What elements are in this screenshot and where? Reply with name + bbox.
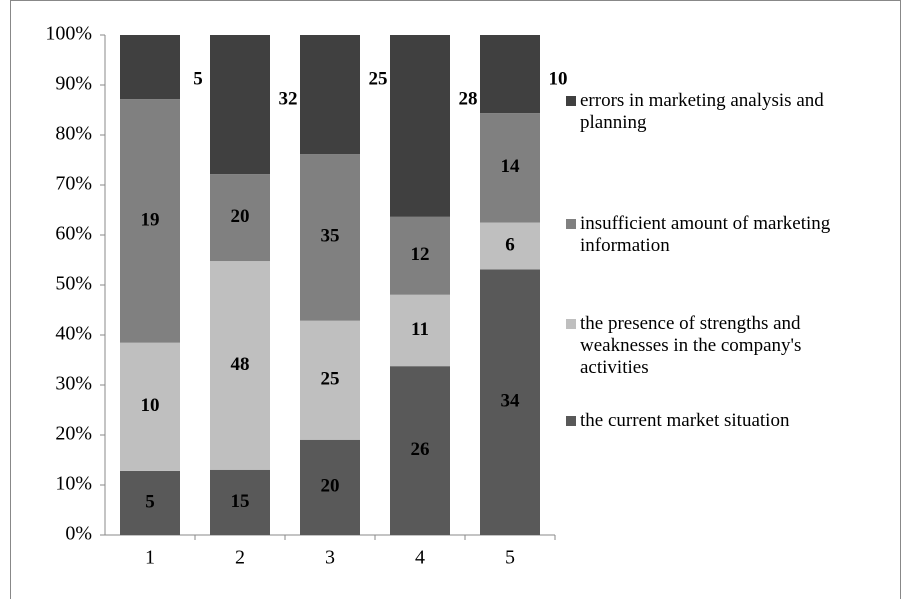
x-tick-label: 3 xyxy=(325,547,335,569)
bar-segment xyxy=(480,222,540,270)
x-tick-label: 2 xyxy=(235,547,245,569)
data-label: 20 xyxy=(231,206,250,227)
data-label: 25 xyxy=(369,68,388,89)
legend-item: the current market situation xyxy=(566,410,896,432)
y-tick-label: 20% xyxy=(55,423,92,445)
y-tick-label: 80% xyxy=(55,123,92,145)
bar-segment xyxy=(390,294,450,367)
y-tick-label: 40% xyxy=(55,323,92,345)
data-label: 10 xyxy=(141,395,160,416)
data-label: 35 xyxy=(321,226,340,247)
y-tick-label: 60% xyxy=(55,223,92,245)
bar-segment xyxy=(120,99,180,343)
data-label: 5 xyxy=(193,68,203,89)
y-tick-label: 100% xyxy=(45,23,92,45)
y-tick-label: 30% xyxy=(55,373,92,395)
data-label: 19 xyxy=(141,209,160,230)
y-tick-label: 70% xyxy=(55,173,92,195)
bar-segment xyxy=(480,35,540,114)
bar-segment xyxy=(120,470,180,535)
data-label: 12 xyxy=(411,244,430,265)
bar-segment xyxy=(210,174,270,262)
data-label: 26 xyxy=(411,439,430,460)
legend-swatch xyxy=(566,319,576,329)
data-label: 14 xyxy=(501,156,521,177)
y-tick-label: 10% xyxy=(55,473,92,495)
bar-segment xyxy=(300,35,360,155)
y-tick-label: 0% xyxy=(65,523,92,545)
y-tick-label: 50% xyxy=(55,273,92,295)
bar-segment xyxy=(480,113,540,223)
bar-segment xyxy=(300,439,360,535)
legend-label: the presence of strengths and weaknesses… xyxy=(580,313,802,378)
bar-segment xyxy=(300,320,360,440)
data-label: 25 xyxy=(321,369,340,390)
bar-segment xyxy=(390,366,450,535)
bar-segment xyxy=(210,469,270,535)
legend-swatch xyxy=(566,219,576,229)
x-tick-label: 1 xyxy=(145,547,155,569)
legend-label: errors in marketing analysis and plannin… xyxy=(580,90,824,133)
bar-segment xyxy=(210,261,270,470)
bar-segment xyxy=(120,342,180,471)
legend-label: insufficient amount of marketing informa… xyxy=(580,213,831,256)
bar-segment xyxy=(210,35,270,175)
x-tick-label: 4 xyxy=(415,547,425,569)
legend-item: the presence of strengths and weaknesses… xyxy=(566,313,896,379)
data-label: 5 xyxy=(145,491,155,512)
data-label: 6 xyxy=(505,234,515,255)
y-tick-label: 90% xyxy=(55,73,92,95)
data-label: 20 xyxy=(321,476,340,497)
bar-segment xyxy=(120,35,180,100)
legend-label: the current market situation xyxy=(580,410,790,431)
chart-frame xyxy=(10,0,901,599)
data-label: 32 xyxy=(279,88,298,109)
data-label: 15 xyxy=(231,491,250,512)
legend-swatch xyxy=(566,96,576,106)
bar-segment xyxy=(300,154,360,321)
x-tick-label: 5 xyxy=(505,547,515,569)
legend-item: insufficient amount of marketing informa… xyxy=(566,213,896,257)
legend-item: errors in marketing analysis and plannin… xyxy=(566,90,896,134)
data-label: 10 xyxy=(549,68,568,89)
bar-segment xyxy=(390,216,450,295)
data-label: 48 xyxy=(231,354,250,375)
data-label: 34 xyxy=(501,391,521,412)
legend-swatch xyxy=(566,416,576,426)
bar-segment xyxy=(390,35,450,217)
data-label: 11 xyxy=(411,319,429,340)
bar-segment xyxy=(480,269,540,535)
data-label: 28 xyxy=(459,88,478,109)
